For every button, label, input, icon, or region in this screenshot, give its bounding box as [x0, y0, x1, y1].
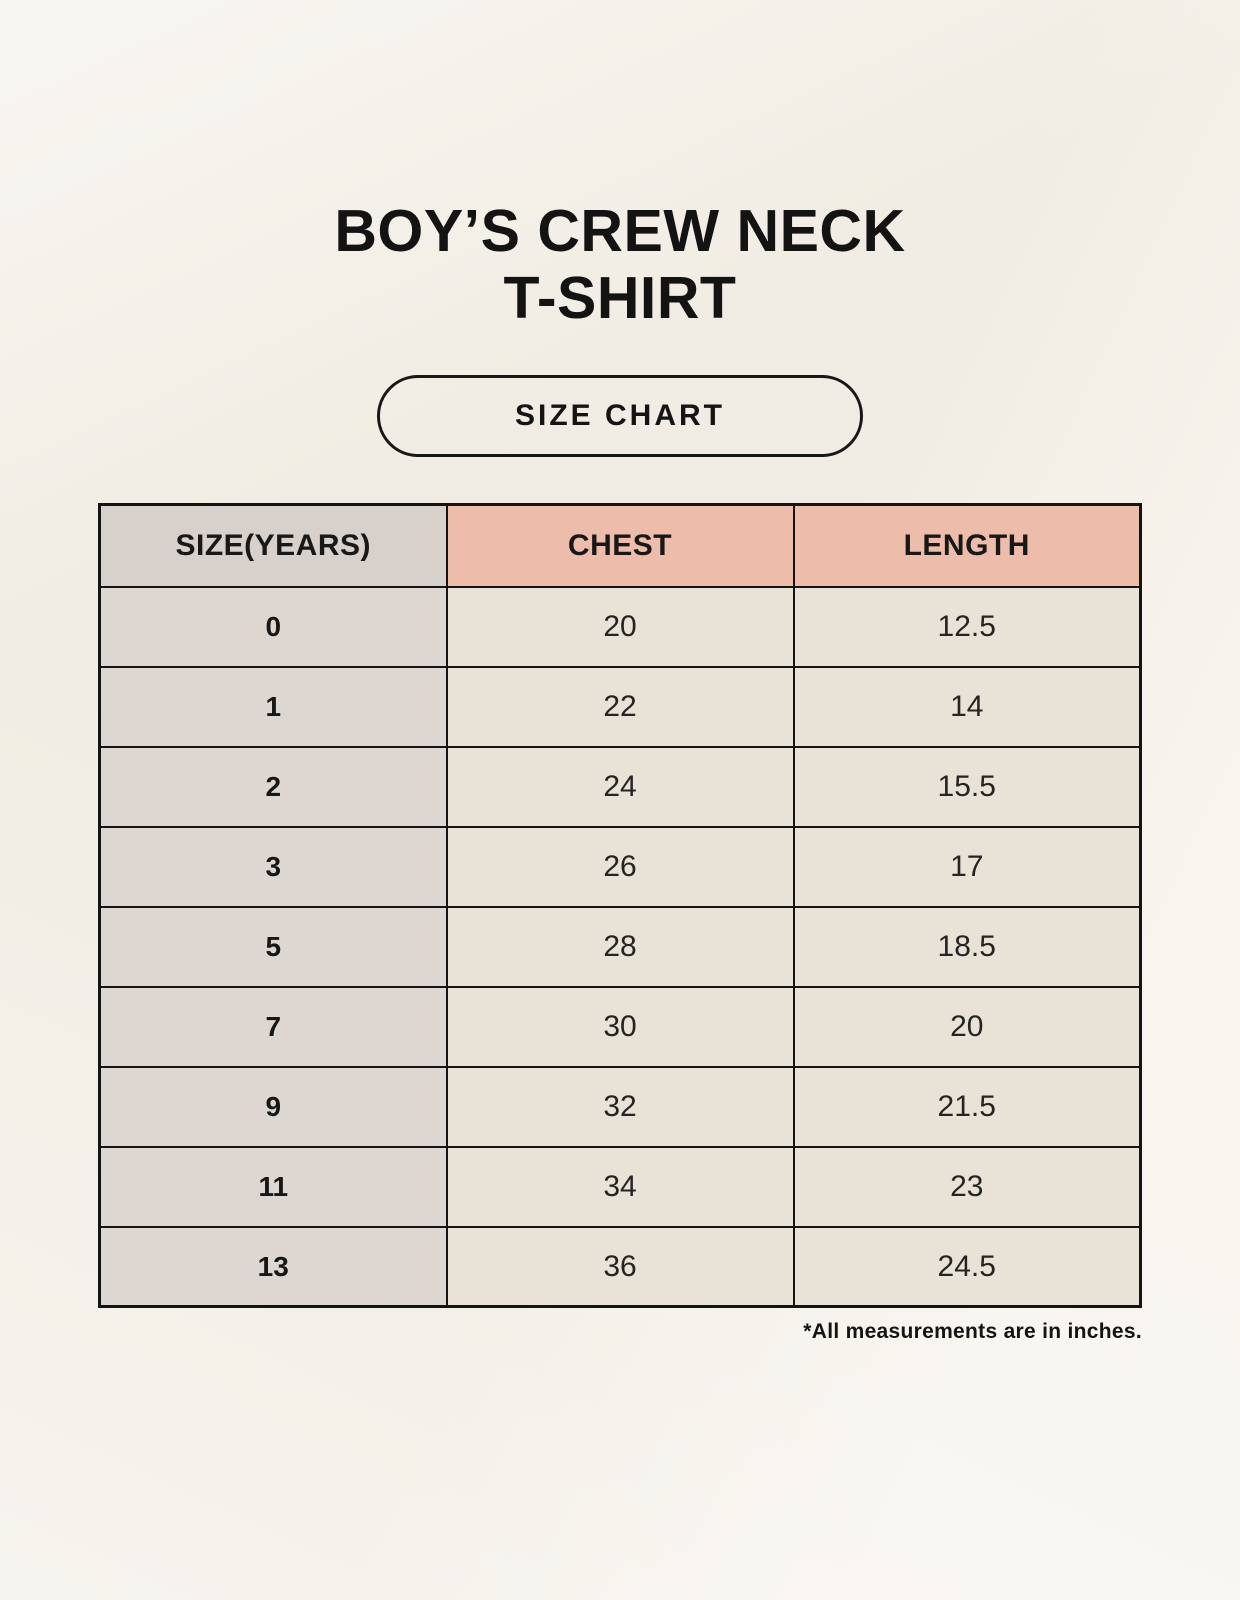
title-line-1: BOY’S CREW NECK [334, 198, 906, 264]
header-cell-length: LENGTH [792, 503, 1142, 588]
chest-cell: 34 [445, 1145, 795, 1228]
table-row: 13 36 24.5 [98, 1225, 1142, 1308]
length-cell: 20 [792, 985, 1142, 1068]
chest-cell: 30 [445, 985, 795, 1068]
size-chart-table: SIZE(YEARS) CHEST LENGTH 0 20 12.5 1 22 … [98, 503, 1142, 1309]
header-cell-chest: CHEST [445, 503, 795, 588]
chest-cell: 32 [445, 1065, 795, 1148]
length-cell: 21.5 [792, 1065, 1142, 1148]
table-row: 0 20 12.5 [98, 585, 1142, 668]
title-line-2: T-SHIRT [503, 264, 737, 331]
chest-cell: 36 [445, 1225, 795, 1308]
size-chart-badge-label: SIZE CHART [515, 399, 725, 433]
chest-cell: 22 [445, 665, 795, 748]
size-cell: 7 [98, 985, 448, 1068]
length-cell: 14 [792, 665, 1142, 748]
page-title: BOY’S CREW NECK T-SHIRT [0, 198, 1240, 331]
chest-cell: 24 [445, 745, 795, 828]
length-cell: 15.5 [792, 745, 1142, 828]
table-row: 1 22 14 [98, 665, 1142, 748]
table-row: 11 34 23 [98, 1145, 1142, 1228]
length-cell: 23 [792, 1145, 1142, 1228]
size-cell: 9 [98, 1065, 448, 1148]
header-cell-size-years: SIZE(YEARS) [98, 503, 448, 588]
size-cell: 1 [98, 665, 448, 748]
length-cell: 12.5 [792, 585, 1142, 668]
table-row: 5 28 18.5 [98, 905, 1142, 988]
length-cell: 18.5 [792, 905, 1142, 988]
length-cell: 17 [792, 825, 1142, 908]
table-header-row: SIZE(YEARS) CHEST LENGTH [98, 503, 1142, 588]
size-cell: 0 [98, 585, 448, 668]
size-chart-badge: SIZE CHART [377, 375, 863, 458]
table-row: 3 26 17 [98, 825, 1142, 908]
size-cell: 11 [98, 1145, 448, 1228]
table-row: 7 30 20 [98, 985, 1142, 1068]
chest-cell: 28 [445, 905, 795, 988]
size-cell: 5 [98, 905, 448, 988]
table-row: 2 24 15.5 [98, 745, 1142, 828]
size-cell: 13 [98, 1225, 448, 1308]
size-cell: 2 [98, 745, 448, 828]
chest-cell: 26 [445, 825, 795, 908]
measurements-footnote: *All measurements are in inches. [803, 1320, 1142, 1344]
size-chart-table-container: SIZE(YEARS) CHEST LENGTH 0 20 12.5 1 22 … [98, 503, 1142, 1344]
length-cell: 24.5 [792, 1225, 1142, 1308]
chest-cell: 20 [445, 585, 795, 668]
table-row: 9 32 21.5 [98, 1065, 1142, 1148]
size-cell: 3 [98, 825, 448, 908]
